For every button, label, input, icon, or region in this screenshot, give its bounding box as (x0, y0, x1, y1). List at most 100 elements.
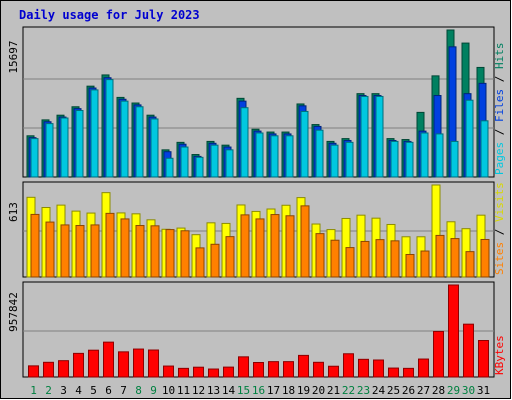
legend-entry: / (493, 222, 506, 242)
bar-pages-day-12 (195, 156, 204, 178)
x-tick-label: 12 (192, 384, 205, 397)
bar-pages-day-13 (210, 144, 219, 178)
bar-pages-day-11 (180, 146, 189, 178)
bar-sites-day-28 (435, 234, 445, 278)
bar-pages-day-5 (90, 89, 99, 178)
bar-sites-day-18 (285, 215, 295, 278)
bar-kbytes-day-25 (388, 367, 399, 378)
bar-pages-day-28 (435, 133, 444, 178)
y-max-label: 15697 (7, 40, 20, 73)
x-tick-label: 16 (252, 384, 265, 397)
bar-pages-day-27 (420, 132, 429, 178)
x-tick-label: 13 (207, 384, 220, 397)
bar-kbytes-day-7 (118, 351, 129, 378)
legend-entry: / (493, 69, 506, 89)
x-tick-label: 18 (282, 384, 295, 397)
bar-kbytes-day-16 (253, 361, 264, 378)
bar-kbytes-day-2 (43, 361, 54, 378)
legend-entry: Visits (493, 182, 506, 222)
x-tick-label: 1 (30, 384, 37, 397)
bar-sites-day-30 (465, 251, 475, 278)
bar-kbytes-day-15 (238, 356, 249, 378)
legend-entry: Files (493, 89, 506, 122)
bar-sites-day-15 (240, 214, 250, 278)
panel-visits-sites: 613 Sites / Visits (7, 181, 506, 278)
bar-pages-day-6 (105, 79, 114, 178)
bar-sites-day-6 (105, 212, 115, 278)
panel-background (22, 281, 495, 378)
x-tick-label: 11 (177, 384, 190, 397)
x-tick-label: 31 (477, 384, 490, 397)
bar-kbytes-day-13 (208, 368, 219, 378)
x-tick-label: 6 (105, 384, 112, 397)
bar-kbytes-day-20 (313, 361, 324, 378)
bar-sites-day-8 (135, 225, 145, 278)
bar-kbytes-day-5 (88, 349, 99, 378)
bar-sites-day-21 (330, 239, 340, 278)
bar-sites-day-31 (480, 238, 490, 278)
x-tick-label: 7 (120, 384, 127, 397)
bar-kbytes-day-4 (73, 352, 84, 378)
bar-kbytes-day-24 (373, 359, 384, 378)
bar-sites-day-13 (210, 243, 220, 278)
bar-kbytes-day-26 (403, 367, 414, 378)
bar-kbytes-day-21 (328, 365, 339, 378)
bar-sites-day-22 (345, 247, 355, 278)
x-tick-label: 24 (372, 384, 386, 397)
x-tick-label: 23 (357, 384, 370, 397)
bar-sites-day-9 (150, 225, 160, 278)
x-tick-label: 4 (75, 384, 82, 397)
x-tick-label: 25 (387, 384, 400, 397)
x-tick-label: 22 (342, 384, 355, 397)
bar-sites-day-17 (270, 214, 280, 278)
bar-kbytes-day-1 (28, 365, 39, 378)
bar-kbytes-day-3 (58, 360, 69, 378)
bar-sites-day-7 (120, 218, 130, 278)
bar-pages-day-24 (375, 95, 384, 178)
bar-pages-day-8 (135, 106, 144, 178)
bar-pages-day-18 (285, 135, 294, 178)
bar-kbytes-day-12 (193, 366, 204, 378)
bar-pages-day-7 (120, 100, 129, 178)
bar-pages-day-17 (270, 135, 279, 178)
bar-kbytes-day-30 (463, 323, 474, 378)
x-tick-label: 19 (297, 384, 310, 397)
bar-kbytes-day-22 (343, 353, 354, 378)
x-tick-label: 3 (60, 384, 67, 397)
bar-kbytes-day-8 (133, 348, 144, 378)
bar-sites-day-3 (60, 224, 70, 278)
bar-kbytes-day-19 (298, 354, 309, 378)
bar-pages-day-1 (30, 138, 39, 178)
bar-sites-day-14 (225, 236, 235, 278)
bar-sites-day-5 (90, 224, 100, 278)
x-tick-label: 28 (432, 384, 445, 397)
bar-pages-day-2 (45, 123, 54, 178)
bar-sites-day-4 (75, 225, 85, 278)
legend-entry: / (493, 122, 506, 142)
bar-kbytes-day-28 (433, 330, 444, 378)
bar-pages-day-26 (405, 141, 414, 178)
y-max-label: 613 (7, 202, 20, 222)
bar-kbytes-day-31 (478, 340, 489, 378)
bar-pages-day-25 (390, 140, 399, 178)
legend-entry: KBytes (493, 335, 506, 375)
bar-pages-day-14 (225, 149, 234, 178)
x-tick-label: 21 (327, 384, 340, 397)
bar-kbytes-day-14 (223, 366, 234, 378)
bar-kbytes-day-27 (418, 358, 429, 378)
bar-sites-day-10 (165, 229, 175, 278)
bar-sites-day-1 (30, 213, 40, 278)
bar-sites-day-29 (450, 238, 460, 278)
bar-sites-day-25 (390, 240, 400, 278)
x-tick-label: 14 (222, 384, 236, 397)
bar-pages-day-22 (345, 141, 354, 178)
bar-pages-day-15 (240, 107, 249, 178)
bar-pages-day-29 (450, 140, 459, 178)
series-legend: KBytes (493, 335, 506, 375)
bar-sites-day-2 (45, 221, 55, 278)
x-tick-label: 27 (417, 384, 430, 397)
chart-title: Daily usage for July 2023 (19, 8, 200, 22)
bar-kbytes-day-17 (268, 361, 279, 378)
x-tick-label: 2 (45, 384, 52, 397)
bar-kbytes-day-11 (178, 367, 189, 378)
